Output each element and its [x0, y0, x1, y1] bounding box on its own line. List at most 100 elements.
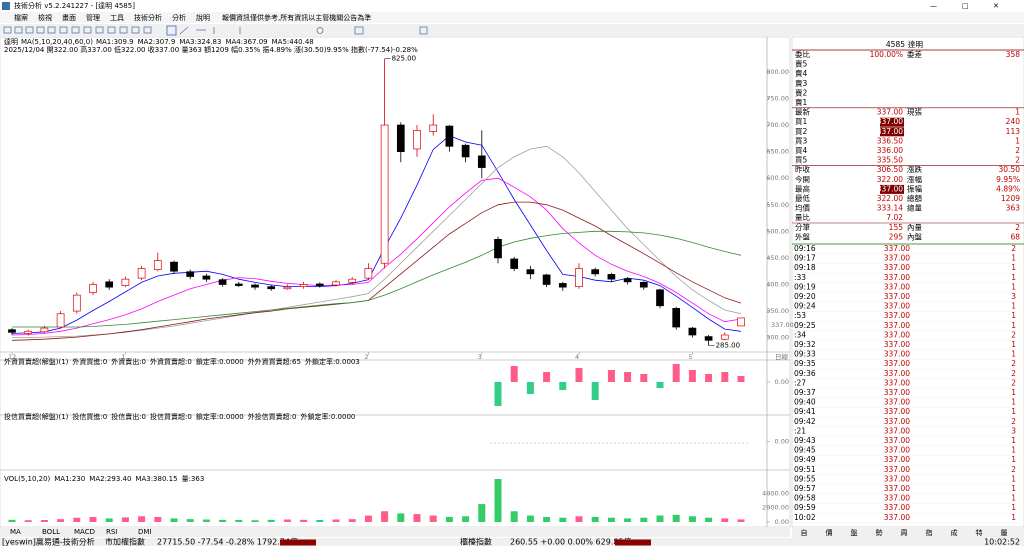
indicator-tab[interactable]: MACD [74, 528, 95, 536]
panel-header: VOL(5,10,20) [4, 475, 51, 483]
close-button[interactable]: ✕ [993, 2, 999, 10]
menu-item[interactable]: 說明 [196, 13, 210, 22]
bar [559, 517, 567, 522]
panel-header: 外資買進:0 [72, 357, 107, 366]
side-tab[interactable]: 自 [801, 528, 808, 537]
bar [429, 515, 437, 522]
tick-volume: 2 [1011, 244, 1016, 253]
quote-label: 最高 [795, 183, 810, 193]
candle-body [688, 327, 697, 336]
bar [202, 519, 210, 522]
indicator-tab[interactable]: DMI [138, 528, 152, 536]
side-tab[interactable]: 周 [901, 529, 908, 537]
candle-body [429, 124, 438, 132]
toolbar-icon[interactable] [419, 26, 428, 35]
tick-price: 337.00 [884, 494, 910, 503]
tick-volume: 1 [1011, 263, 1016, 272]
bar [73, 517, 81, 522]
toolbar-icon[interactable] [179, 26, 189, 35]
candle-body [607, 274, 616, 280]
quote-value: 337.00 [877, 108, 903, 117]
bar [364, 515, 372, 522]
toolbar-icon[interactable] [3, 26, 12, 34]
candle-body [283, 286, 292, 290]
side-tab[interactable]: 指 [926, 528, 933, 537]
tick-time: 09:43 [794, 436, 816, 445]
tick-time: 09:25 [794, 321, 816, 330]
panel-header: 投信賣出:0 [111, 412, 146, 421]
menu-item[interactable]: 技術分析 [134, 13, 162, 22]
indicator-tab[interactable]: RSI [106, 528, 117, 536]
side-tab[interactable]: 屬 [1001, 529, 1008, 537]
toolbar-icon[interactable] [143, 26, 152, 34]
toolbar-icon[interactable] [131, 26, 140, 34]
bar [591, 516, 599, 522]
x-tick-label: 2 [364, 353, 368, 361]
y-tick-label: 500.00 [766, 227, 789, 235]
annotation: 285.00 [716, 342, 741, 350]
tick-volume: 1 [1011, 398, 1016, 407]
maximize-button[interactable]: □ [962, 2, 969, 10]
toolbar-icon[interactable] [316, 27, 324, 34]
candle-body [720, 334, 729, 340]
toolbar-icon[interactable] [25, 26, 34, 34]
toolbar-icon[interactable] [71, 26, 80, 34]
toolbar-icon[interactable] [59, 26, 68, 34]
bar [121, 517, 129, 522]
quote-value: 240 [1006, 117, 1021, 126]
toolbar-icon[interactable] [119, 26, 128, 34]
ma-line [12, 145, 742, 339]
menu-item[interactable]: 檢視 [38, 13, 52, 22]
candle-body [542, 274, 551, 285]
side-tab[interactable]: 盤 [851, 528, 858, 537]
minimize-button[interactable]: — [930, 2, 937, 10]
tick-price: 337.00 [884, 292, 910, 301]
toolbar-icon[interactable] [47, 26, 56, 34]
bar [332, 519, 340, 522]
bar [413, 514, 421, 522]
tick-price: 337.00 [884, 426, 910, 435]
tick-volume: 1 [1011, 302, 1016, 311]
side-tab[interactable]: 價 [826, 528, 833, 537]
tick-price: 337.00 [884, 407, 910, 416]
status-time: 10:02:52 [984, 538, 1020, 546]
indicator-tab[interactable]: BOLL [42, 528, 60, 536]
tick-time: 09:37 [794, 388, 816, 397]
candle-body [348, 278, 357, 283]
toolbar-icon[interactable] [83, 26, 92, 34]
toolbar-icon[interactable] [354, 26, 364, 35]
quote-label: 買1 [795, 117, 807, 126]
content: 達明 MA(5,10,20,40,60,0) MA1:309.9 MA2:307.9 M… [2, 37, 1024, 546]
side-tab[interactable]: 勢 [876, 528, 883, 537]
bar [219, 519, 227, 522]
tick-price: 337.00 [884, 273, 910, 282]
quote-label: 賣1 [795, 97, 807, 107]
side-tab[interactable]: 特 [976, 528, 983, 537]
panel-header: 投信買進:0 [72, 412, 107, 421]
quote-label: 最低 [795, 193, 810, 203]
toolbar-icon[interactable] [107, 26, 116, 34]
indicator-tab[interactable]: MA [10, 528, 21, 536]
candle-body [170, 261, 178, 272]
toolbar-icon[interactable] [166, 25, 177, 36]
panel-header: 外資賣出:0 [111, 357, 146, 366]
menu-item[interactable]: 工具 [110, 14, 124, 22]
tick-time: 09:55 [794, 474, 816, 483]
tick-time: 09:20 [794, 292, 816, 301]
side-tab[interactable]: 成 [951, 528, 958, 537]
toolbar-icon[interactable] [95, 26, 104, 34]
tick-volume: 1 [1011, 321, 1016, 330]
quote-label: 分筆 [795, 222, 810, 232]
menu-item[interactable]: 分析 [172, 13, 186, 22]
menu-item[interactable]: 畫面 [62, 13, 76, 22]
menu-item[interactable]: 檔案 [14, 13, 28, 22]
toolbar-icon[interactable] [36, 26, 45, 34]
bar [656, 382, 664, 388]
menu-item[interactable]: 管理 [86, 13, 100, 22]
taiex-value: 27715.50 -77.54 -0.28% 1792.74億 [157, 537, 298, 546]
annotation: 825.00 [392, 55, 417, 63]
candle-body [575, 268, 583, 287]
quote-value: 337.00 [877, 127, 903, 136]
toolbar-icon[interactable] [14, 26, 23, 34]
quote-value: 1 [1015, 136, 1020, 145]
